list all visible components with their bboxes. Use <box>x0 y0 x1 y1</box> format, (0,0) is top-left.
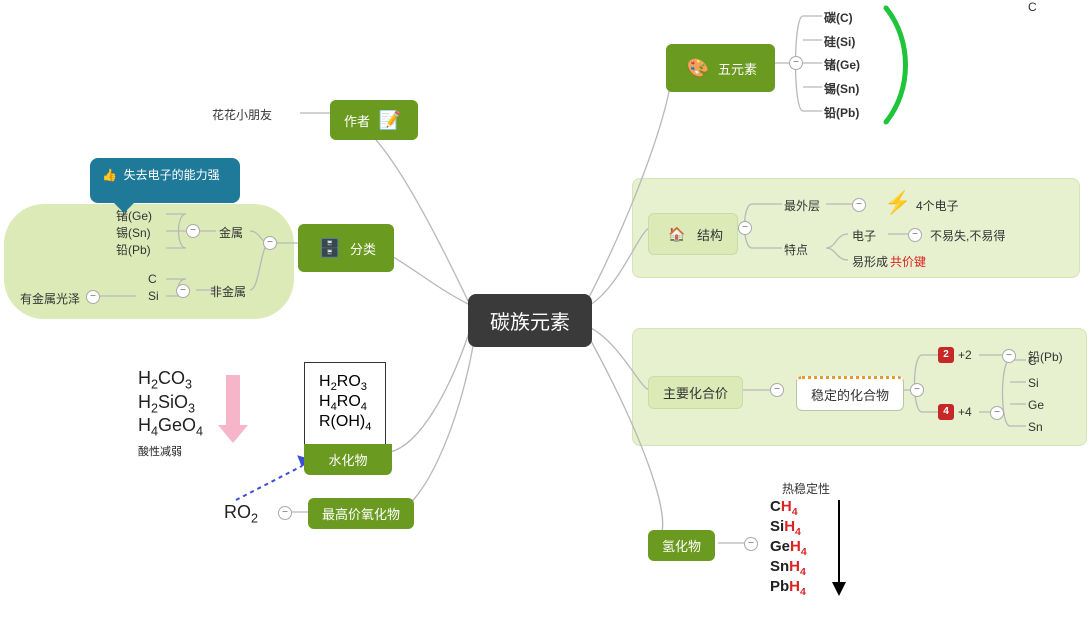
toggle-hydride[interactable]: − <box>744 537 758 551</box>
nonmetal-label: 非金属 <box>210 283 246 300</box>
highest-oxide-node[interactable]: 最高价氧化物 <box>308 498 414 529</box>
five-el-0: 碳(C) <box>824 9 853 26</box>
toggle-plus2[interactable]: − <box>1002 349 1016 363</box>
feature-label: 特点 <box>784 241 808 258</box>
toggle-outer[interactable]: − <box>852 198 866 212</box>
server-icon: 🗄️ <box>316 234 344 262</box>
home-icon: 🏠 <box>663 220 691 248</box>
hyd-1: SiH4 <box>770 518 801 538</box>
toggle-classif[interactable]: − <box>263 236 277 250</box>
stable-label: 稳定的化合物 <box>811 385 889 404</box>
thumb-icon: 👍 <box>102 168 117 182</box>
toggle-metal[interactable]: − <box>186 224 200 238</box>
highest-oxide-formula: RO2 <box>224 502 258 526</box>
toggle-feat1[interactable]: − <box>908 228 922 242</box>
toggle-struct[interactable]: − <box>738 221 752 235</box>
feat-1a: 电子 <box>852 227 876 244</box>
classification-label: 分类 <box>350 239 376 258</box>
five-elements-node[interactable]: 🎨 五元素 <box>666 44 775 92</box>
hydride-node[interactable]: 氢化物 <box>648 530 715 561</box>
stable-compound-node[interactable]: 稳定的化合物 <box>796 376 904 411</box>
tag-4: 4 <box>938 404 954 420</box>
five-elements-label: 五元素 <box>718 59 757 78</box>
center-node[interactable]: 碳族元素 <box>468 294 592 347</box>
plus4-i3: Sn <box>1028 420 1043 434</box>
hyd-0: CH4 <box>770 498 798 518</box>
plus4-label: +4 <box>958 405 972 419</box>
hyd-3: SnH4 <box>770 558 806 578</box>
plus4-i1: Si <box>1028 376 1039 390</box>
center-label: 碳族元素 <box>490 306 570 335</box>
classification-node[interactable]: 🗄️ 分类 <box>298 224 394 272</box>
nonmetal-0: C <box>148 272 157 286</box>
hydrate-box: H2RO3H4RO4R(OH)4 <box>304 362 386 445</box>
hyd-4: PbH4 <box>770 578 806 598</box>
toggle-note[interactable]: − <box>86 290 100 304</box>
highest-oxide-label: 最高价氧化物 <box>322 504 400 523</box>
plus4-i0: C <box>1028 354 1037 368</box>
plus2-label: +2 <box>958 348 972 362</box>
structure-label: 结构 <box>697 225 723 244</box>
metal-2: 铅(Pb) <box>116 241 151 258</box>
nonmetal-1: Si <box>148 289 159 303</box>
structure-node[interactable]: 🏠 结构 <box>648 213 738 255</box>
valence-label: 主要化合价 <box>663 383 728 402</box>
outer-value: 4个电子 <box>916 197 959 214</box>
hydrate-left: H2CO3H2SiO3H4GeO4 酸性减弱 <box>138 368 203 460</box>
toggle-stable[interactable]: − <box>910 383 924 397</box>
five-el-1: 硅(Si) <box>824 33 855 50</box>
toggle-nonmetal[interactable]: − <box>176 284 190 298</box>
five-el-4: 铅(Pb) <box>824 104 859 121</box>
five-el-3: 锡(Sn) <box>824 80 859 97</box>
hydride-label: 氢化物 <box>662 536 701 555</box>
palette-icon: 🎨 <box>684 54 712 82</box>
author-node[interactable]: 作者 📝 <box>330 100 418 140</box>
valence-node[interactable]: 主要化合价 <box>648 376 743 409</box>
outer-label: 最外层 <box>784 197 820 214</box>
metal-callout-text: 失去电子的能力强 <box>124 168 220 182</box>
plus4-i2: Ge <box>1028 398 1044 412</box>
toggle-five[interactable]: − <box>789 56 803 70</box>
hyd-2: GeH4 <box>770 538 807 558</box>
toggle-oxide[interactable]: − <box>278 506 292 520</box>
hydride-title: 热稳定性 <box>782 480 830 497</box>
nonmetal-note: 有金属光泽 <box>20 290 80 307</box>
author-label: 作者 <box>344 111 370 130</box>
five-el-2: 锗(Ge) <box>824 56 860 73</box>
toggle-valence[interactable]: − <box>770 383 784 397</box>
metal-1: 锡(Sn) <box>116 224 151 241</box>
author-name: 花花小朋友 <box>212 106 272 123</box>
feat-2b: 共价键 <box>890 253 926 270</box>
tag-2: 2 <box>938 347 954 363</box>
hydrate-label: 水化物 <box>328 450 367 469</box>
metal-label: 金属 <box>219 224 243 241</box>
toggle-plus4[interactable]: − <box>990 406 1004 420</box>
edit-icon: 📝 <box>376 106 404 134</box>
feat-2a: 易形成 <box>852 253 888 270</box>
bolt-icon: ⚡ <box>884 190 911 216</box>
plus4-item-0: C <box>1028 0 1037 14</box>
metal-callout: 👍 失去电子的能力强 <box>90 158 240 203</box>
hydrate-left-note: 酸性减弱 <box>138 446 182 458</box>
hydrate-node[interactable]: 水化物 <box>304 444 392 475</box>
feat-1b: 不易失,不易得 <box>930 227 1005 244</box>
